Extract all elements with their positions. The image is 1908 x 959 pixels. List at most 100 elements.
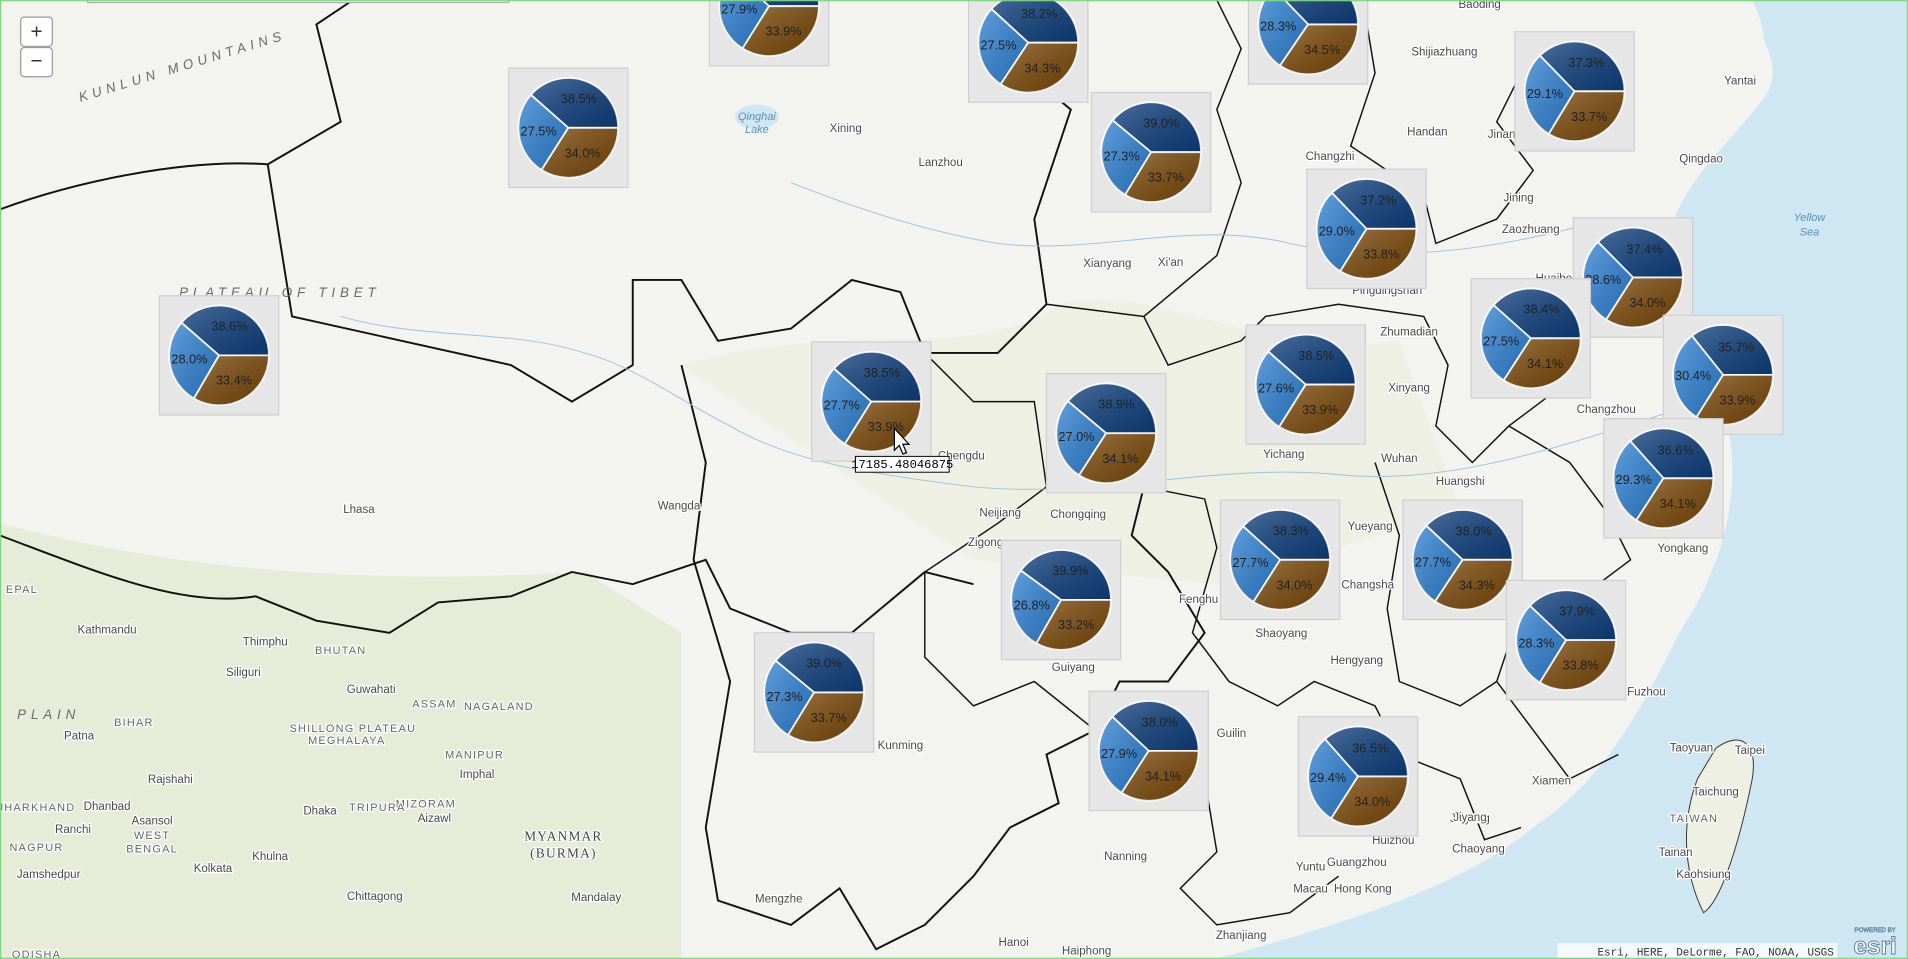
slice-shade xyxy=(1435,559,1513,610)
slice-label: 34.5% xyxy=(1304,42,1340,57)
place-label: Nanning xyxy=(1104,851,1147,863)
slice-label: 27.7% xyxy=(1232,555,1268,570)
place-label: Fuzhou xyxy=(1627,686,1666,698)
pie-chart: 38.0% 27.7% 34.3% xyxy=(1402,499,1523,621)
slice-label: 38.5% xyxy=(1298,348,1334,363)
slice-label: 28.0% xyxy=(171,352,207,367)
slice-label: 36.5% xyxy=(1352,740,1388,755)
slice-shade xyxy=(1067,383,1156,434)
place-label: Jamshedpur xyxy=(17,869,81,881)
place-label: Imphal xyxy=(460,769,495,781)
pie-chart: 39.0% 27.3% 33.7% xyxy=(1090,91,1212,213)
place-label: Shijiazhuang xyxy=(1411,46,1477,58)
slice-label: 33.9% xyxy=(1302,402,1338,417)
terrain xyxy=(0,523,682,959)
tooltip-box xyxy=(854,455,950,473)
place-label: Huizhou xyxy=(1372,835,1414,847)
slice-label: 38.5% xyxy=(864,365,900,380)
slice-shade xyxy=(1331,178,1417,229)
slice-shade xyxy=(1331,776,1408,827)
slice-shade xyxy=(518,94,569,170)
place-label: Asansol xyxy=(132,815,173,827)
place-label: (BURMA) xyxy=(530,845,596,860)
slice-label: 27.0% xyxy=(1058,429,1094,444)
slice-label: 33.9% xyxy=(868,419,904,434)
place-label: Changsha xyxy=(1341,579,1394,591)
place-label: Ranchi xyxy=(55,824,91,836)
place-label: Mengzhe xyxy=(755,893,803,905)
place-label: Siliguri xyxy=(226,667,261,679)
zoom-out-button[interactable] xyxy=(20,46,53,78)
slice-label: 27.5% xyxy=(1483,334,1519,349)
place-label: Macau xyxy=(1293,884,1328,896)
slice-label: 27.5% xyxy=(521,123,557,138)
slice-shade xyxy=(1000,42,1079,93)
slice-label: 27.7% xyxy=(824,397,860,412)
slice-shade xyxy=(1524,55,1575,135)
place-label: Lhasa xyxy=(343,504,375,516)
place-label: Baoding xyxy=(1458,0,1500,11)
slice-shade xyxy=(1112,700,1199,751)
place-label: MANIPUR xyxy=(445,750,504,762)
place-label: Xinyang xyxy=(1388,382,1430,394)
place-label: ASSAM xyxy=(412,699,456,711)
slice-shade xyxy=(1630,428,1714,479)
place-label: Zigong xyxy=(968,537,1003,549)
slice-label: 29.0% xyxy=(1319,223,1355,238)
slice-shade xyxy=(1230,526,1281,602)
place-label: JHARKHAND xyxy=(0,802,75,814)
tooltip-text: 17185.48046875 xyxy=(851,458,953,472)
place-label: Zhumadian xyxy=(1380,326,1438,338)
place-label: Wangda xyxy=(658,500,701,512)
slice-shade xyxy=(169,322,220,399)
slice-shade xyxy=(1597,227,1683,278)
slice-label: 33.9% xyxy=(765,24,801,39)
place-label: Chittagong xyxy=(347,891,403,903)
boundary xyxy=(0,534,974,634)
place-label: MEGHALAYA xyxy=(308,735,385,747)
slice-label: 27.5% xyxy=(980,38,1016,53)
slice-shade xyxy=(742,6,819,57)
slice-label: 39.0% xyxy=(806,656,842,671)
slice-shade xyxy=(1011,570,1062,644)
slice-label: 34.0% xyxy=(1354,794,1390,809)
slice-label: 34.0% xyxy=(1629,295,1665,310)
place-label: Guangzhou xyxy=(1327,857,1387,869)
slice-label: 27.6% xyxy=(1258,380,1294,395)
place-label: Mandalay xyxy=(571,892,621,904)
zoom-in-button[interactable] xyxy=(20,16,53,47)
slice-shade xyxy=(1548,91,1625,142)
pie-layer: 27.9% 33.9% 38.2% 27.5% 34.3% 28.3% 34.5% 37.3%… xyxy=(158,0,1784,837)
slice-shade xyxy=(821,368,872,444)
place-label: Yuntu xyxy=(1296,862,1326,874)
slice-shade xyxy=(1529,590,1616,641)
place-label: Handan xyxy=(1407,127,1447,139)
place-label: Guwahati xyxy=(347,684,396,696)
slice-shade xyxy=(1583,242,1633,320)
pie-chart: 35.7% 30.4% 33.9% xyxy=(1662,314,1784,436)
river xyxy=(340,315,1704,490)
slice-shade xyxy=(1101,120,1152,195)
slice-label: 37.2% xyxy=(1360,193,1396,208)
place-label: Hanoi xyxy=(999,937,1029,949)
place-label: Kathmandu xyxy=(78,624,137,636)
slice-shade xyxy=(1324,726,1408,777)
zoom-out-label[interactable]: − xyxy=(30,50,42,73)
slice-shade xyxy=(1121,750,1199,801)
pie-chart: 37.3% 29.1% 33.7% xyxy=(1514,31,1635,152)
slice-shade xyxy=(1056,401,1107,476)
slice-shade xyxy=(1112,102,1202,153)
slice-shade xyxy=(764,660,815,736)
place-label: Guiyang xyxy=(1052,662,1095,674)
place-label: Kaohsiung xyxy=(1676,869,1731,881)
place-label: Hong Kong xyxy=(1334,884,1392,896)
place-label: NAGALAND xyxy=(464,701,534,713)
slice-shade xyxy=(833,351,922,402)
slice-label: 29.1% xyxy=(1527,86,1563,101)
slice-label: 28.3% xyxy=(1260,18,1296,33)
place-label: MYANMAR xyxy=(524,828,602,843)
zoom-in-label[interactable]: + xyxy=(30,20,42,43)
slice-label: 33.7% xyxy=(1571,109,1607,124)
slice-label: 27.3% xyxy=(1104,149,1140,164)
